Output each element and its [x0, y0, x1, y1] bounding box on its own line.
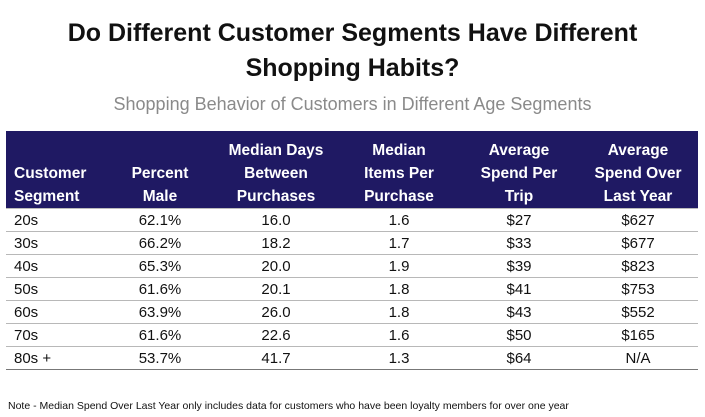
- cell-avg-spend-year: $677: [578, 231, 698, 255]
- segment-table: Customer Segment Percent Male Median Day…: [6, 131, 698, 370]
- cell-median-days: 26.0: [214, 300, 338, 324]
- header-line: Spend Per: [480, 165, 558, 182]
- cell-avg-spend-year: $627: [578, 208, 698, 232]
- cell-segment: 50s: [6, 277, 106, 301]
- cell-avg-spend-year: $552: [578, 300, 698, 324]
- header-line: Median: [372, 142, 426, 159]
- cell-avg-spend-trip: $43: [460, 300, 578, 324]
- table-row: 40s 65.3% 20.0 1.9 $39 $823: [6, 254, 698, 278]
- header-line: Segment: [14, 188, 80, 205]
- table-row: 80s +53.7% 41.7 1.3 $64 N/A: [6, 346, 698, 370]
- cell-percent-male: 66.2%: [106, 231, 214, 255]
- table-row: 50s 61.6% 20.1 1.8 $41 $753: [6, 277, 698, 301]
- cell-segment: 70s: [6, 323, 106, 347]
- cell-percent-male: 61.6%: [106, 277, 214, 301]
- cell-avg-spend-year: $753: [578, 277, 698, 301]
- table-row: 30s 66.2% 18.2 1.7 $33 $677: [6, 231, 698, 255]
- cell-avg-spend-trip: $33: [460, 231, 578, 255]
- header-line: Median Days: [228, 142, 324, 159]
- cell-percent-male: 53.7%: [106, 346, 214, 370]
- header-line: Spend Over: [594, 165, 682, 182]
- cell-median-items: 1.6: [338, 323, 460, 347]
- cell-median-items: 1.7: [338, 231, 460, 255]
- page-title: Do Different Customer Segments Have Diff…: [0, 16, 705, 86]
- header-median-items: Median Items Per Purchase: [338, 131, 460, 209]
- header-avg-spend-year: Average Spend Over Last Year: [578, 131, 698, 209]
- cell-percent-male: 63.9%: [106, 300, 214, 324]
- cell-segment: 60s: [6, 300, 106, 324]
- cell-percent-male: 65.3%: [106, 254, 214, 278]
- header-line: Trip: [504, 188, 534, 205]
- header-line: Last Year: [603, 188, 673, 205]
- cell-percent-male: 62.1%: [106, 208, 214, 232]
- title-line-2: Shopping Habits?: [245, 54, 460, 82]
- cell-avg-spend-trip: $50: [460, 323, 578, 347]
- header-median-days: Median Days Between Purchases: [214, 131, 338, 209]
- header-line: Between: [244, 165, 308, 182]
- header-line: Average: [488, 142, 550, 159]
- cell-median-items: 1.8: [338, 277, 460, 301]
- title-line-1: Do Different Customer Segments Have Diff…: [67, 19, 638, 47]
- cell-avg-spend-trip: $27: [460, 208, 578, 232]
- cell-median-days: 20.0: [214, 254, 338, 278]
- cell-median-days: 22.6: [214, 323, 338, 347]
- header-line: Average: [607, 142, 669, 159]
- header-customer-segment: Customer Segment: [6, 131, 106, 209]
- cell-median-items: 1.3: [338, 346, 460, 370]
- table-header-row: Customer Segment Percent Male Median Day…: [6, 131, 698, 209]
- cell-median-days: 20.1: [214, 277, 338, 301]
- cell-avg-spend-trip: $64: [460, 346, 578, 370]
- cell-median-days: 16.0: [214, 208, 338, 232]
- table-row: 60s 63.9% 26.0 1.8 $43 $552: [6, 300, 698, 324]
- header-line: Purchase: [364, 188, 434, 205]
- cell-median-items: 1.9: [338, 254, 460, 278]
- cell-avg-spend-trip: $41: [460, 277, 578, 301]
- table-row: 70s 61.6% 22.6 1.6 $50 $165: [6, 323, 698, 347]
- cell-median-days: 18.2: [214, 231, 338, 255]
- cell-avg-spend-year: $165: [578, 323, 698, 347]
- cell-median-days: 41.7: [214, 346, 338, 370]
- header-line: Items Per: [364, 165, 434, 182]
- cell-avg-spend-trip: $39: [460, 254, 578, 278]
- cell-avg-spend-year: N/A: [578, 346, 698, 370]
- cell-median-items: 1.8: [338, 300, 460, 324]
- header-percent-male: Percent Male: [106, 131, 214, 209]
- header-avg-spend-trip: Average Spend Per Trip: [460, 131, 578, 209]
- header-line: Percent: [131, 165, 189, 182]
- cell-segment: 80s +: [6, 346, 106, 370]
- header-line: Customer: [14, 165, 87, 182]
- cell-segment: 20s: [6, 208, 106, 232]
- header-line: Male: [142, 188, 178, 205]
- cell-avg-spend-year: $823: [578, 254, 698, 278]
- cell-median-items: 1.6: [338, 208, 460, 232]
- cell-segment: 30s: [6, 231, 106, 255]
- header-line: Purchases: [236, 188, 316, 205]
- table-row: 20s 62.1% 16.0 1.6 $27 $627: [6, 208, 698, 232]
- cell-segment: 40s: [6, 254, 106, 278]
- footnote: Note - Median Spend Over Last Year only …: [8, 400, 569, 412]
- page-subtitle: Shopping Behavior of Customers in Differ…: [113, 94, 592, 114]
- cell-percent-male: 61.6%: [106, 323, 214, 347]
